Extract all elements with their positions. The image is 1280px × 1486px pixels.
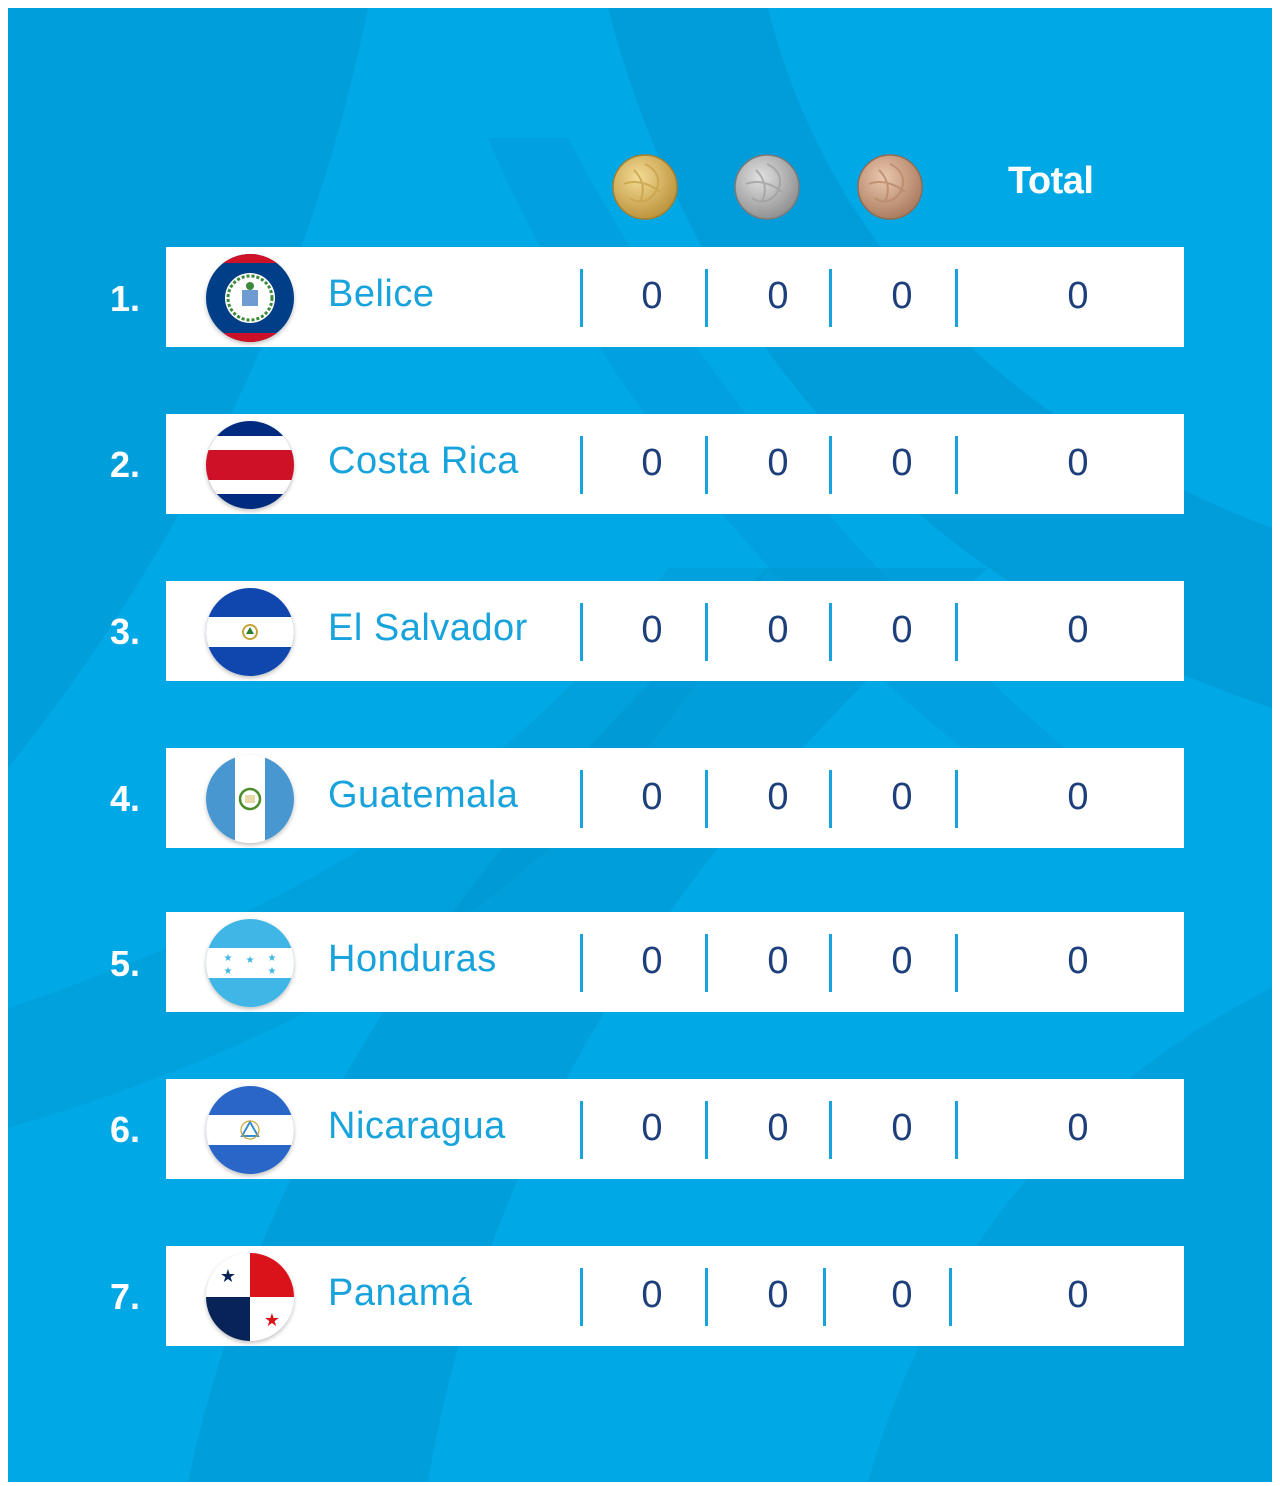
rank-label: 5. [110, 943, 141, 984]
column-divider [705, 770, 708, 828]
column-divider [829, 603, 832, 661]
gold-count: 0 [641, 1274, 663, 1316]
gold-count: 0 [641, 442, 663, 484]
column-divider [829, 770, 832, 828]
honduras-flag-icon: ★ ★ ★ ★ ★ [206, 919, 294, 1007]
total-count: 0 [1067, 940, 1089, 982]
rank-label: 7. [110, 1276, 141, 1317]
rank-label: 2. [110, 444, 141, 485]
column-divider [705, 1101, 708, 1159]
total-count: 0 [1067, 275, 1089, 317]
bronze-count: 0 [891, 940, 913, 982]
country-name: El Salvador [328, 607, 528, 649]
column-divider [580, 934, 583, 992]
el-salvador-flag-icon [206, 588, 294, 676]
column-divider [705, 934, 708, 992]
column-divider [829, 1101, 832, 1159]
column-divider [829, 269, 832, 327]
column-divider [705, 436, 708, 494]
bronze-count: 0 [891, 442, 913, 484]
gold-medal-icon [612, 154, 678, 220]
svg-text:★: ★ [246, 955, 255, 966]
column-divider [829, 436, 832, 494]
country-name: Honduras [328, 938, 497, 980]
column-divider [955, 934, 958, 992]
column-divider [955, 1101, 958, 1159]
column-divider [705, 1268, 708, 1326]
svg-text:★: ★ [268, 953, 277, 964]
bronze-count: 0 [891, 1274, 913, 1316]
column-divider [580, 770, 583, 828]
column-divider [955, 436, 958, 494]
svg-text:★: ★ [224, 953, 233, 964]
silver-count: 0 [767, 1107, 789, 1149]
svg-text:★: ★ [268, 966, 277, 977]
total-count: 0 [1067, 1107, 1089, 1149]
column-divider [705, 269, 708, 327]
total-column-header: Total [1008, 160, 1094, 202]
column-divider [955, 770, 958, 828]
rank-label: 1. [110, 278, 141, 319]
silver-count: 0 [767, 442, 789, 484]
belize-flag-icon [206, 254, 294, 342]
total-count: 0 [1067, 776, 1089, 818]
svg-text:★: ★ [220, 1266, 236, 1287]
column-divider [580, 269, 583, 327]
country-name: Belice [328, 273, 435, 315]
bronze-count: 0 [891, 609, 913, 651]
guatemala-flag-icon [206, 755, 294, 843]
svg-text:★: ★ [224, 966, 233, 977]
bronze-count: 0 [891, 275, 913, 317]
bronze-medal-icon [857, 154, 923, 220]
column-divider [705, 603, 708, 661]
country-name: Costa Rica [328, 440, 519, 482]
silver-count: 0 [767, 275, 789, 317]
column-divider [949, 1268, 952, 1326]
gold-count: 0 [641, 776, 663, 818]
medal-table-panel: Total 1. Belice 0 0 0 0 2. [8, 8, 1272, 1482]
table-row: Nicaragua 0 0 0 0 [166, 1079, 1184, 1179]
country-name: Guatemala [328, 774, 519, 816]
country-name: Panamá [328, 1272, 473, 1314]
table-row: Costa Rica 0 0 0 0 [166, 414, 1184, 514]
total-count: 0 [1067, 1274, 1089, 1316]
table-row: ★ ★ Panamá 0 0 0 0 [166, 1246, 1184, 1346]
column-divider [829, 934, 832, 992]
bronze-count: 0 [891, 776, 913, 818]
table-row: Guatemala 0 0 0 0 [166, 748, 1184, 848]
gold-count: 0 [641, 275, 663, 317]
column-divider [580, 603, 583, 661]
silver-medal-icon [734, 154, 800, 220]
bronze-count: 0 [891, 1107, 913, 1149]
costa-rica-flag-icon [206, 421, 294, 509]
rank-label: 4. [110, 778, 141, 819]
silver-count: 0 [767, 609, 789, 651]
total-count: 0 [1067, 442, 1089, 484]
column-divider [580, 436, 583, 494]
rank-label: 6. [110, 1109, 141, 1150]
svg-text:★: ★ [264, 1310, 280, 1331]
table-row: Belice 0 0 0 0 [166, 247, 1184, 347]
country-name: Nicaragua [328, 1105, 506, 1147]
nicaragua-flag-icon [206, 1086, 294, 1174]
column-divider [580, 1101, 583, 1159]
silver-count: 0 [767, 1274, 789, 1316]
silver-count: 0 [767, 940, 789, 982]
gold-count: 0 [641, 940, 663, 982]
column-divider [955, 603, 958, 661]
gold-count: 0 [641, 609, 663, 651]
gold-count: 0 [641, 1107, 663, 1149]
column-divider [955, 269, 958, 327]
total-count: 0 [1067, 609, 1089, 651]
silver-count: 0 [767, 776, 789, 818]
table-row: ★ ★ ★ ★ ★ Honduras 0 0 0 0 [166, 912, 1184, 1012]
panama-flag-icon: ★ ★ [206, 1253, 294, 1341]
table-row: El Salvador 0 0 0 0 [166, 581, 1184, 681]
column-divider [580, 1268, 583, 1326]
column-divider [823, 1268, 826, 1326]
rank-label: 3. [110, 611, 141, 652]
